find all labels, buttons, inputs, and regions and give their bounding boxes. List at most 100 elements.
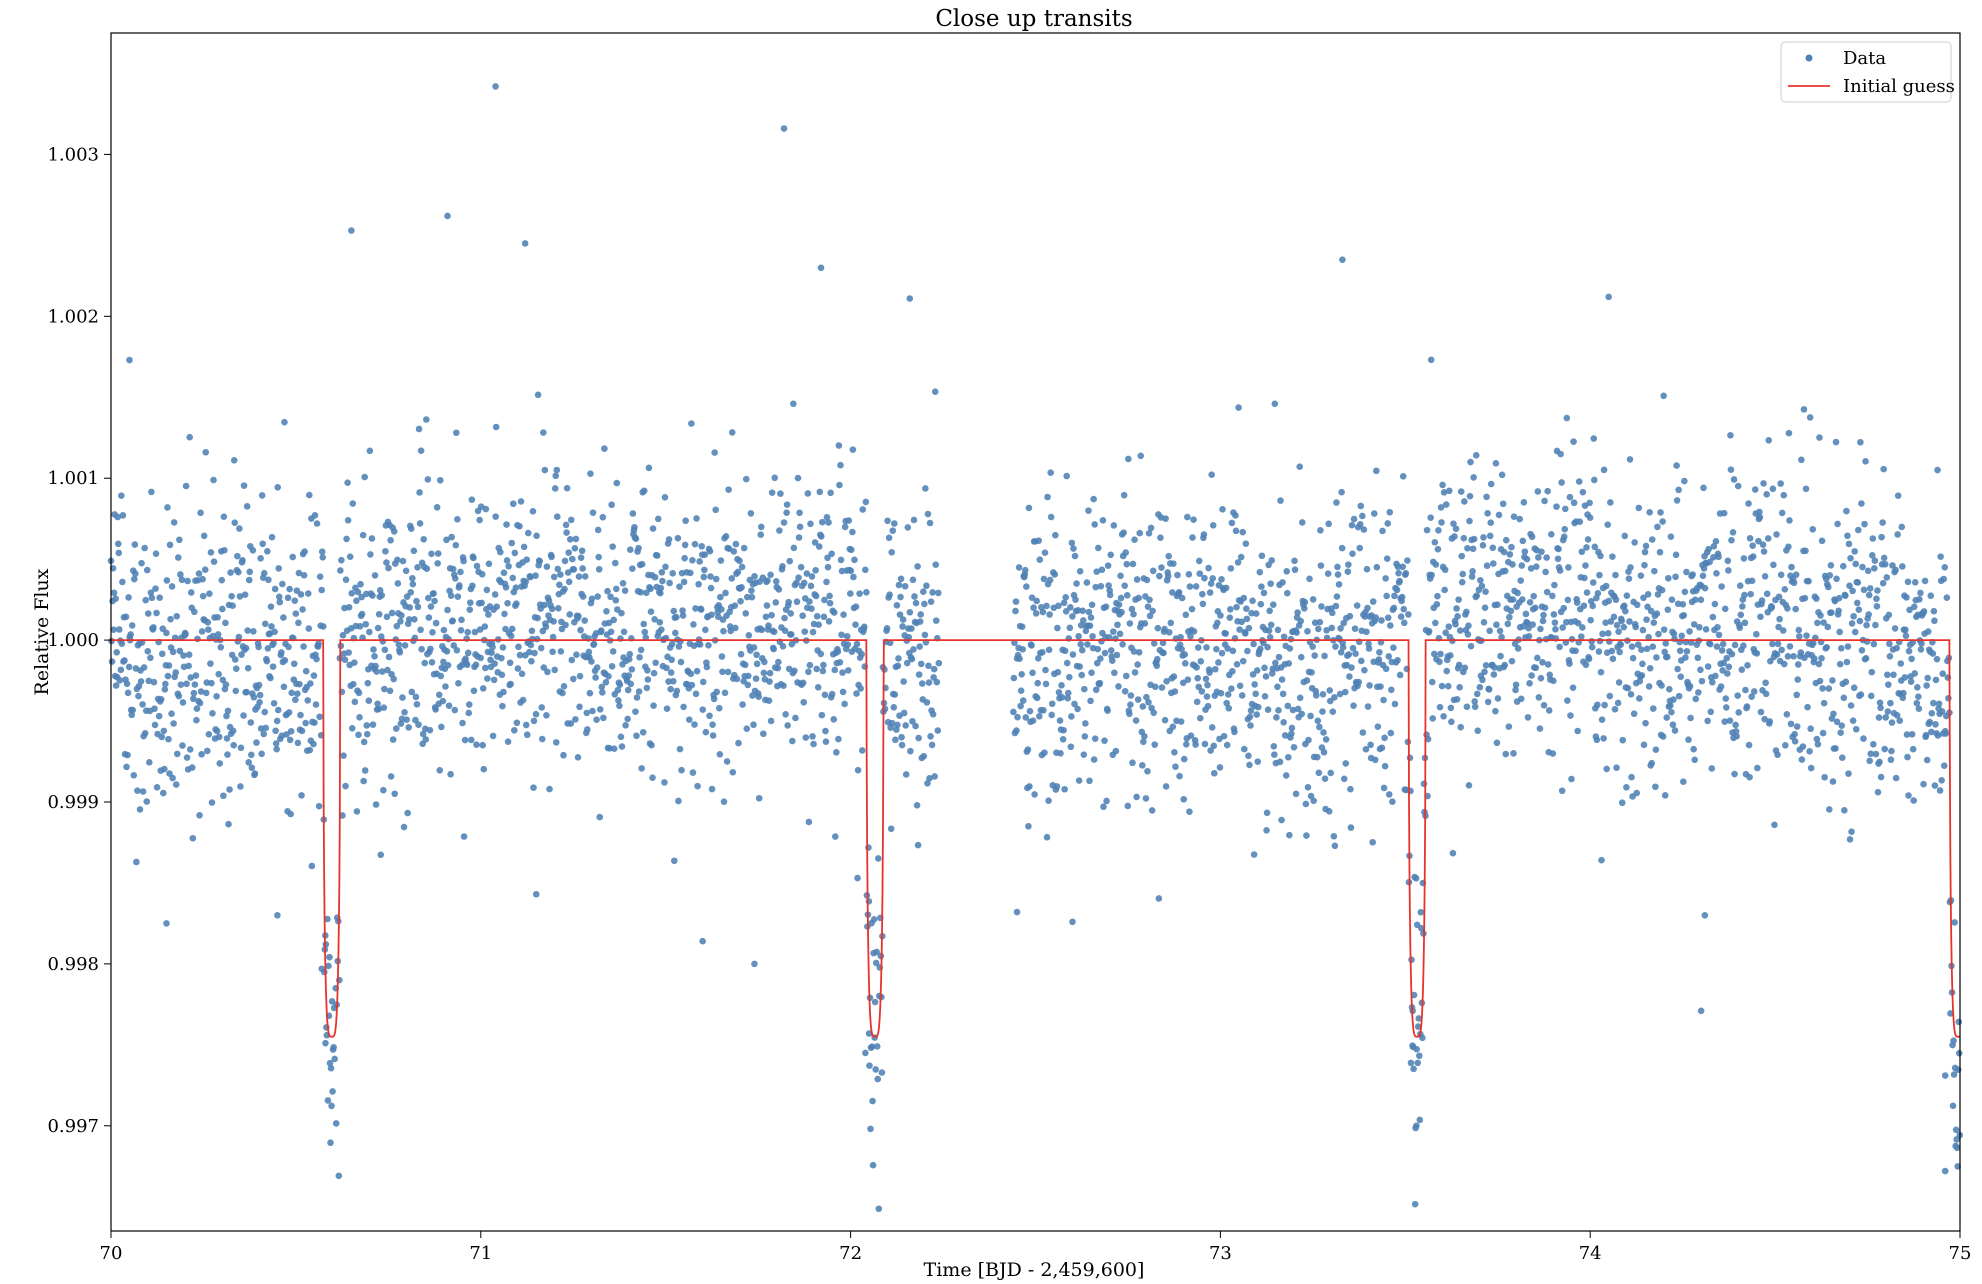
data-point xyxy=(1450,520,1457,527)
data-point xyxy=(610,616,618,624)
data-point xyxy=(1549,750,1557,757)
data-point xyxy=(1727,466,1735,473)
data-point xyxy=(281,657,289,664)
data-point xyxy=(1838,754,1846,761)
data-point xyxy=(579,593,587,600)
data-point xyxy=(1231,728,1238,736)
data-point xyxy=(208,679,215,687)
data-point xyxy=(1039,608,1047,616)
data-point xyxy=(1161,625,1168,633)
data-point xyxy=(885,534,893,542)
data-point xyxy=(1510,750,1517,757)
data-point xyxy=(1269,601,1277,608)
data-point xyxy=(1447,652,1454,659)
data-point xyxy=(1888,719,1896,726)
data-point xyxy=(1648,536,1656,543)
data-point xyxy=(817,650,825,658)
data-point xyxy=(1227,605,1234,613)
data-point xyxy=(668,656,675,664)
data-point xyxy=(750,644,758,651)
initial-guess-line xyxy=(111,639,1961,1038)
data-point xyxy=(246,568,254,576)
data-point xyxy=(541,466,549,474)
data-point xyxy=(740,544,748,552)
data-point xyxy=(345,649,352,656)
data-point xyxy=(262,724,270,732)
data-point xyxy=(227,569,234,576)
data-point xyxy=(1359,729,1367,736)
data-point xyxy=(1784,605,1791,612)
data-point xyxy=(1858,500,1865,507)
data-point xyxy=(1348,664,1355,671)
data-point xyxy=(717,557,725,564)
data-point xyxy=(1483,562,1491,570)
data-point xyxy=(1442,629,1449,636)
data-point xyxy=(359,531,367,539)
data-point xyxy=(886,639,894,647)
data-point xyxy=(1899,563,1906,570)
data-point xyxy=(1545,707,1553,714)
data-point xyxy=(783,501,791,508)
data-point xyxy=(752,675,760,682)
data-point xyxy=(1611,705,1619,713)
data-point xyxy=(1239,528,1247,536)
data-point xyxy=(1063,472,1071,480)
data-point xyxy=(1710,543,1718,550)
data-point xyxy=(1186,808,1193,815)
data-point xyxy=(913,802,921,809)
data-point xyxy=(216,760,224,767)
data-point xyxy=(1814,619,1821,627)
data-point xyxy=(415,721,422,728)
data-point xyxy=(779,563,786,570)
data-point xyxy=(1410,1065,1417,1073)
data-point xyxy=(1482,588,1489,595)
data-point xyxy=(241,591,249,598)
data-point xyxy=(1291,557,1298,565)
data-point xyxy=(1133,793,1140,801)
data-point xyxy=(1568,775,1575,783)
data-point xyxy=(1748,577,1756,585)
data-point xyxy=(619,580,627,587)
data-point xyxy=(575,612,582,620)
data-point xyxy=(1350,702,1357,709)
data-point xyxy=(1040,706,1047,714)
data-point xyxy=(824,554,831,562)
data-point xyxy=(916,618,924,625)
data-point xyxy=(859,506,867,513)
data-point xyxy=(408,688,416,696)
data-point xyxy=(1048,700,1056,708)
data-point xyxy=(137,678,145,685)
data-point xyxy=(1384,614,1392,622)
data-point xyxy=(1765,437,1773,444)
data-point xyxy=(1227,565,1235,572)
data-point xyxy=(874,1075,882,1083)
data-point xyxy=(1593,736,1601,744)
data-point xyxy=(1484,510,1491,517)
y-tick-label: 0.997 xyxy=(47,1116,99,1137)
data-point xyxy=(1400,619,1408,627)
data-point xyxy=(213,727,221,735)
data-point xyxy=(1536,725,1544,732)
data-point xyxy=(1740,555,1748,562)
data-point xyxy=(867,1125,874,1133)
data-point xyxy=(836,481,843,489)
data-point xyxy=(698,542,706,550)
data-point xyxy=(1675,692,1683,700)
data-point xyxy=(1721,718,1729,725)
data-point xyxy=(1670,630,1678,638)
data-point xyxy=(1448,718,1455,726)
data-point xyxy=(339,631,347,639)
data-point xyxy=(1042,680,1050,688)
data-point xyxy=(140,664,148,671)
data-point xyxy=(753,651,760,659)
data-point xyxy=(493,603,501,611)
data-point xyxy=(456,582,463,589)
data-point xyxy=(822,727,829,735)
data-point xyxy=(1460,534,1468,542)
data-point xyxy=(485,560,493,568)
data-point xyxy=(1663,653,1671,661)
data-point xyxy=(1074,705,1081,713)
data-point xyxy=(374,700,381,708)
data-point xyxy=(424,476,432,483)
data-point xyxy=(734,568,742,576)
